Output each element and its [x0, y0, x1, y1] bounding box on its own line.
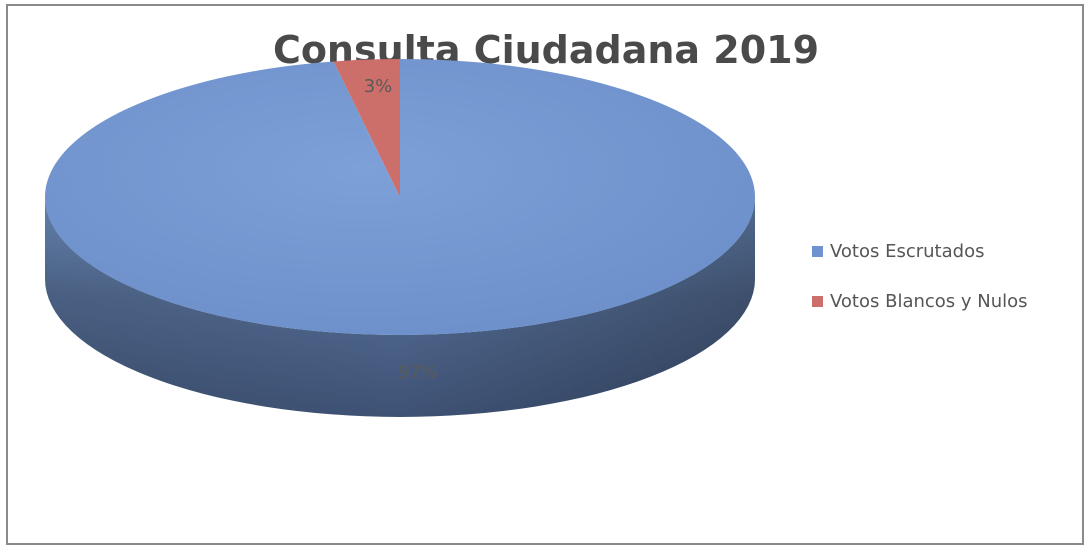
pie-slice-votos-blancos-y-nulos — [333, 59, 400, 197]
legend-swatch-votos-blancos-y-nulos — [812, 295, 823, 307]
legend-label-votos-escrutados: Votos Escrutados — [830, 240, 985, 262]
pie-data-labels: 97% 3% — [364, 76, 438, 383]
pie-slice-votos-escrutados — [44, 59, 755, 335]
pie-side-shade — [45, 197, 755, 417]
legend-swatch-votos-escrutados — [812, 245, 823, 257]
pie-top — [44, 59, 755, 335]
data-label-votos-blancos-y-nulos: 3% — [364, 76, 393, 97]
pie-side — [45, 197, 755, 417]
legend-label-votos-blancos-y-nulos: Votos Blancos y Nulos — [830, 290, 1028, 312]
data-label-votos-escrutados: 97% — [398, 362, 438, 383]
legend-item-votos-blancos-y-nulos: Votos Blancos y Nulos — [812, 288, 1028, 314]
legend-item-votos-escrutados: Votos Escrutados — [812, 238, 1028, 264]
chart-legend: Votos Escrutados Votos Blancos y Nulos — [812, 238, 1028, 338]
